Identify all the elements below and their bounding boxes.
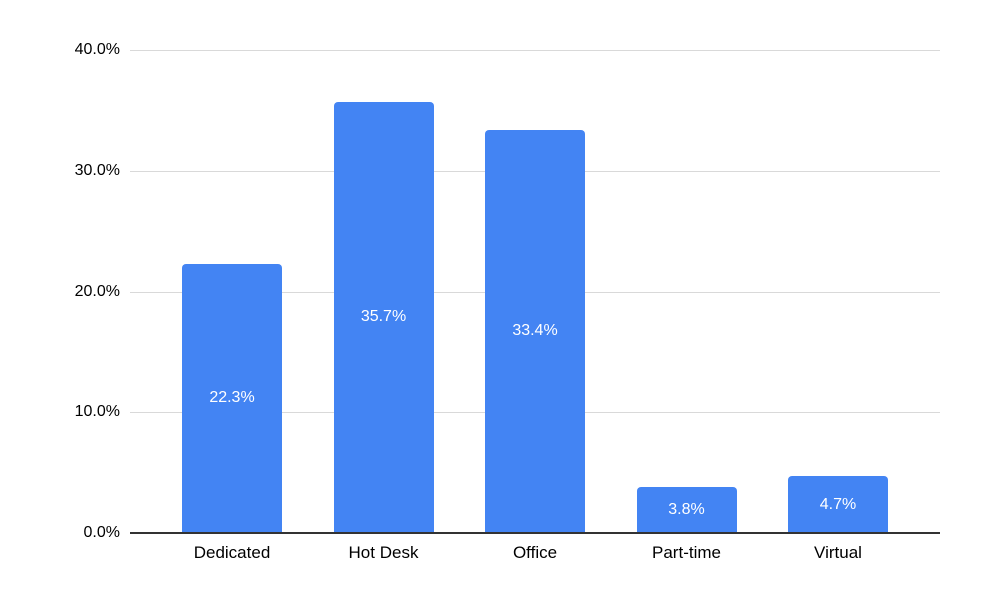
- bar-value-label: 22.3%: [209, 389, 255, 407]
- bar-virtual: 4.7%: [788, 476, 888, 533]
- y-tick-label: 40.0%: [74, 41, 120, 58]
- bar-dedicated: 22.3%: [182, 263, 282, 533]
- y-tick-label: 20.0%: [74, 282, 120, 300]
- bar-hot-desk: 35.7%: [333, 101, 434, 533]
- y-tick-label: 30.0%: [74, 161, 120, 179]
- bar-value-label: 3.8%: [668, 501, 705, 519]
- bar-value-label: 4.7%: [819, 495, 857, 513]
- y-tick-label: 10.0%: [74, 403, 120, 421]
- x-tick-label: Hot Desk: [348, 543, 419, 562]
- x-tick-label: Part-time: [652, 543, 721, 562]
- x-axis-line: [130, 532, 940, 534]
- bar-part-time: 3.8%: [636, 487, 737, 533]
- x-tick-label: Virtual: [814, 543, 862, 562]
- bar-value-label: 35.7%: [360, 308, 407, 326]
- x-tick-label: Office: [512, 543, 558, 562]
- bar-office: 33.4%: [485, 129, 585, 533]
- gridline: [130, 50, 940, 51]
- x-tick-label: Dedicated: [193, 543, 271, 562]
- y-tick-label: 0.0%: [83, 524, 120, 541]
- bar-value-label: 33.4%: [512, 322, 558, 340]
